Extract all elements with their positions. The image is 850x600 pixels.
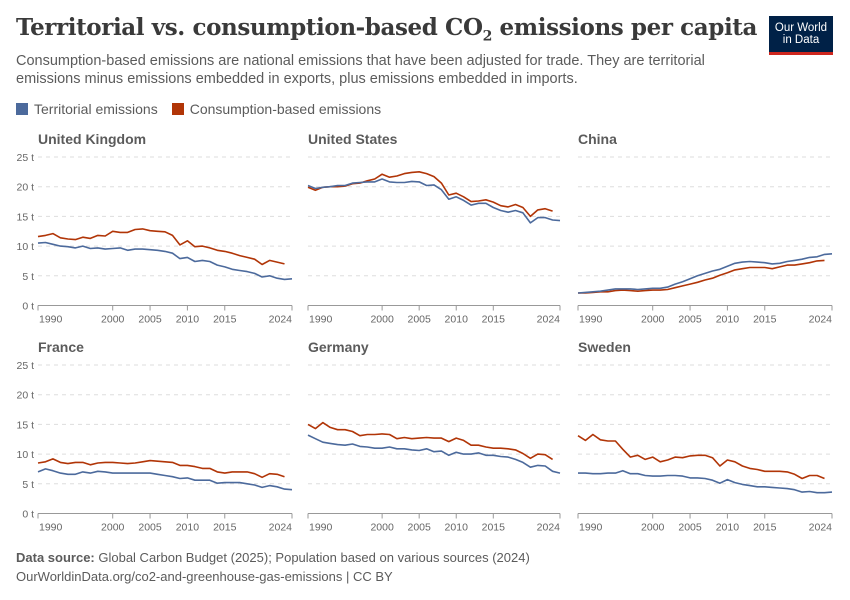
legend-item-consumption[interactable]: Consumption-based emissions bbox=[171, 101, 382, 117]
y-tick-label: 5 t bbox=[22, 271, 34, 283]
logo-line-2: in Data bbox=[782, 34, 820, 46]
x-tick-label: 2010 bbox=[716, 314, 740, 326]
panel-title: Germany bbox=[308, 339, 369, 355]
owid-logo[interactable]: Our World in Data bbox=[769, 16, 833, 55]
footer: Data source: Global Carbon Budget (2025)… bbox=[16, 548, 530, 586]
x-tick-label: 2015 bbox=[753, 522, 777, 534]
legend-label: Territorial emissions bbox=[34, 101, 158, 117]
x-tick-label: 2005 bbox=[407, 314, 431, 326]
territorial-line[interactable] bbox=[307, 178, 561, 224]
x-tick-label: 2000 bbox=[370, 522, 394, 534]
legend: Territorial emissions Consumption-based … bbox=[16, 101, 381, 117]
y-tick-label: 0 t bbox=[22, 301, 34, 313]
data-source: Data source: Global Carbon Budget (2025)… bbox=[16, 548, 530, 567]
x-tick-label: 2005 bbox=[678, 314, 702, 326]
x-tick-label: 2010 bbox=[176, 314, 200, 326]
x-tick-label: 2010 bbox=[716, 522, 740, 534]
y-tick-label: 25 t bbox=[16, 152, 34, 164]
x-tick-label: 2005 bbox=[678, 522, 702, 534]
x-tick-label: 2024 bbox=[537, 522, 561, 534]
territorial-line[interactable] bbox=[37, 241, 293, 281]
x-tick-label: 2005 bbox=[138, 522, 162, 534]
x-tick-label: 2024 bbox=[809, 522, 833, 534]
legend-swatch-territorial bbox=[16, 103, 28, 115]
territorial-line[interactable] bbox=[307, 434, 561, 474]
legend-item-territorial[interactable]: Territorial emissions bbox=[16, 101, 158, 117]
title-text: Territorial vs. consumption-based CO bbox=[16, 14, 483, 41]
y-tick-label: 15 t bbox=[16, 419, 34, 431]
panel-title: United Kingdom bbox=[38, 131, 146, 147]
panel-title: China bbox=[578, 131, 617, 147]
territorial-line[interactable] bbox=[578, 469, 833, 494]
x-tick-label: 2010 bbox=[176, 522, 200, 534]
y-tick-label: 25 t bbox=[16, 360, 34, 372]
chart-subtitle: Consumption-based emissions are national… bbox=[16, 53, 705, 87]
x-tick-label: 2024 bbox=[809, 314, 833, 326]
x-tick-label: 2015 bbox=[482, 314, 506, 326]
panel-germany: Germany 1990 2000 2005 2010 2015 2024 bbox=[307, 339, 561, 534]
x-tick-label: 2000 bbox=[370, 314, 394, 326]
panel-united-states: United States 1990 2000 2005 2010 2015 2024 bbox=[307, 131, 561, 326]
panel-china: China 1990 2000 2005 2010 2015 2024 bbox=[577, 131, 833, 326]
x-tick-label: 2000 bbox=[641, 522, 665, 534]
legend-label: Consumption-based emissions bbox=[189, 101, 382, 117]
consumption-line[interactable] bbox=[307, 171, 553, 218]
source-text: Global Carbon Budget (2025); Population … bbox=[94, 550, 530, 565]
x-tick-label: 2010 bbox=[445, 522, 469, 534]
x-tick-label: 2010 bbox=[445, 314, 469, 326]
x-tick-label: 2015 bbox=[482, 522, 506, 534]
consumption-line[interactable] bbox=[578, 259, 825, 294]
x-tick-label: 2000 bbox=[101, 314, 125, 326]
x-tick-label: 1990 bbox=[309, 314, 333, 326]
x-tick-label: 1990 bbox=[579, 314, 603, 326]
y-tick-label: 5 t bbox=[22, 479, 34, 491]
title-subscript: 2 bbox=[482, 28, 493, 45]
x-tick-label: 2000 bbox=[641, 314, 665, 326]
y-tick-label: 0 t bbox=[22, 509, 34, 521]
y-tick-label: 20 t bbox=[16, 182, 34, 194]
x-tick-label: 2024 bbox=[269, 522, 293, 534]
consumption-line[interactable] bbox=[37, 228, 285, 266]
y-tick-label: 10 t bbox=[16, 449, 34, 461]
y-tick-label: 15 t bbox=[16, 211, 34, 223]
x-tick-label: 2005 bbox=[138, 314, 162, 326]
consumption-line[interactable] bbox=[307, 421, 554, 461]
panel-sweden: Sweden 1990 2000 2005 2010 2015 2024 bbox=[577, 339, 833, 534]
chart-title: Territorial vs. consumption-based CO2 em… bbox=[16, 14, 757, 45]
panel-united-kingdom: United Kingdom 0 t 5 t 10 t 15 t 20 t 25 t 1990… bbox=[16, 131, 293, 326]
territorial-line[interactable] bbox=[577, 253, 833, 294]
panel-title: France bbox=[38, 339, 84, 355]
x-tick-label: 2024 bbox=[269, 314, 293, 326]
x-tick-label: 1990 bbox=[579, 522, 603, 534]
x-tick-label: 1990 bbox=[39, 314, 63, 326]
title-text-end: emissions per capita bbox=[491, 14, 758, 41]
x-tick-label: 2000 bbox=[101, 522, 125, 534]
source-url[interactable]: OurWorldinData.org/co2-and-greenhouse-ga… bbox=[16, 569, 393, 584]
x-tick-label: 2015 bbox=[213, 522, 237, 534]
x-tick-label: 1990 bbox=[39, 522, 63, 534]
panel-title: Sweden bbox=[578, 339, 631, 355]
x-tick-label: 2005 bbox=[407, 522, 431, 534]
x-tick-label: 2024 bbox=[537, 314, 561, 326]
consumption-line[interactable] bbox=[577, 433, 825, 480]
territorial-line[interactable] bbox=[37, 468, 293, 491]
logo-line-1: Our World bbox=[774, 22, 828, 34]
y-tick-label: 20 t bbox=[16, 390, 34, 402]
x-tick-label: 1990 bbox=[309, 522, 333, 534]
x-tick-label: 2015 bbox=[213, 314, 237, 326]
source-label: Data source: bbox=[16, 550, 95, 565]
panel-title: United States bbox=[308, 131, 398, 147]
consumption-line[interactable] bbox=[37, 458, 285, 479]
x-tick-label: 2015 bbox=[753, 314, 777, 326]
y-tick-label: 10 t bbox=[16, 241, 34, 253]
legend-swatch-consumption bbox=[171, 103, 184, 115]
panel-france: France 0 t 5 t 10 t 15 t 20 t 25 t 1990 2000 2005… bbox=[16, 339, 293, 534]
